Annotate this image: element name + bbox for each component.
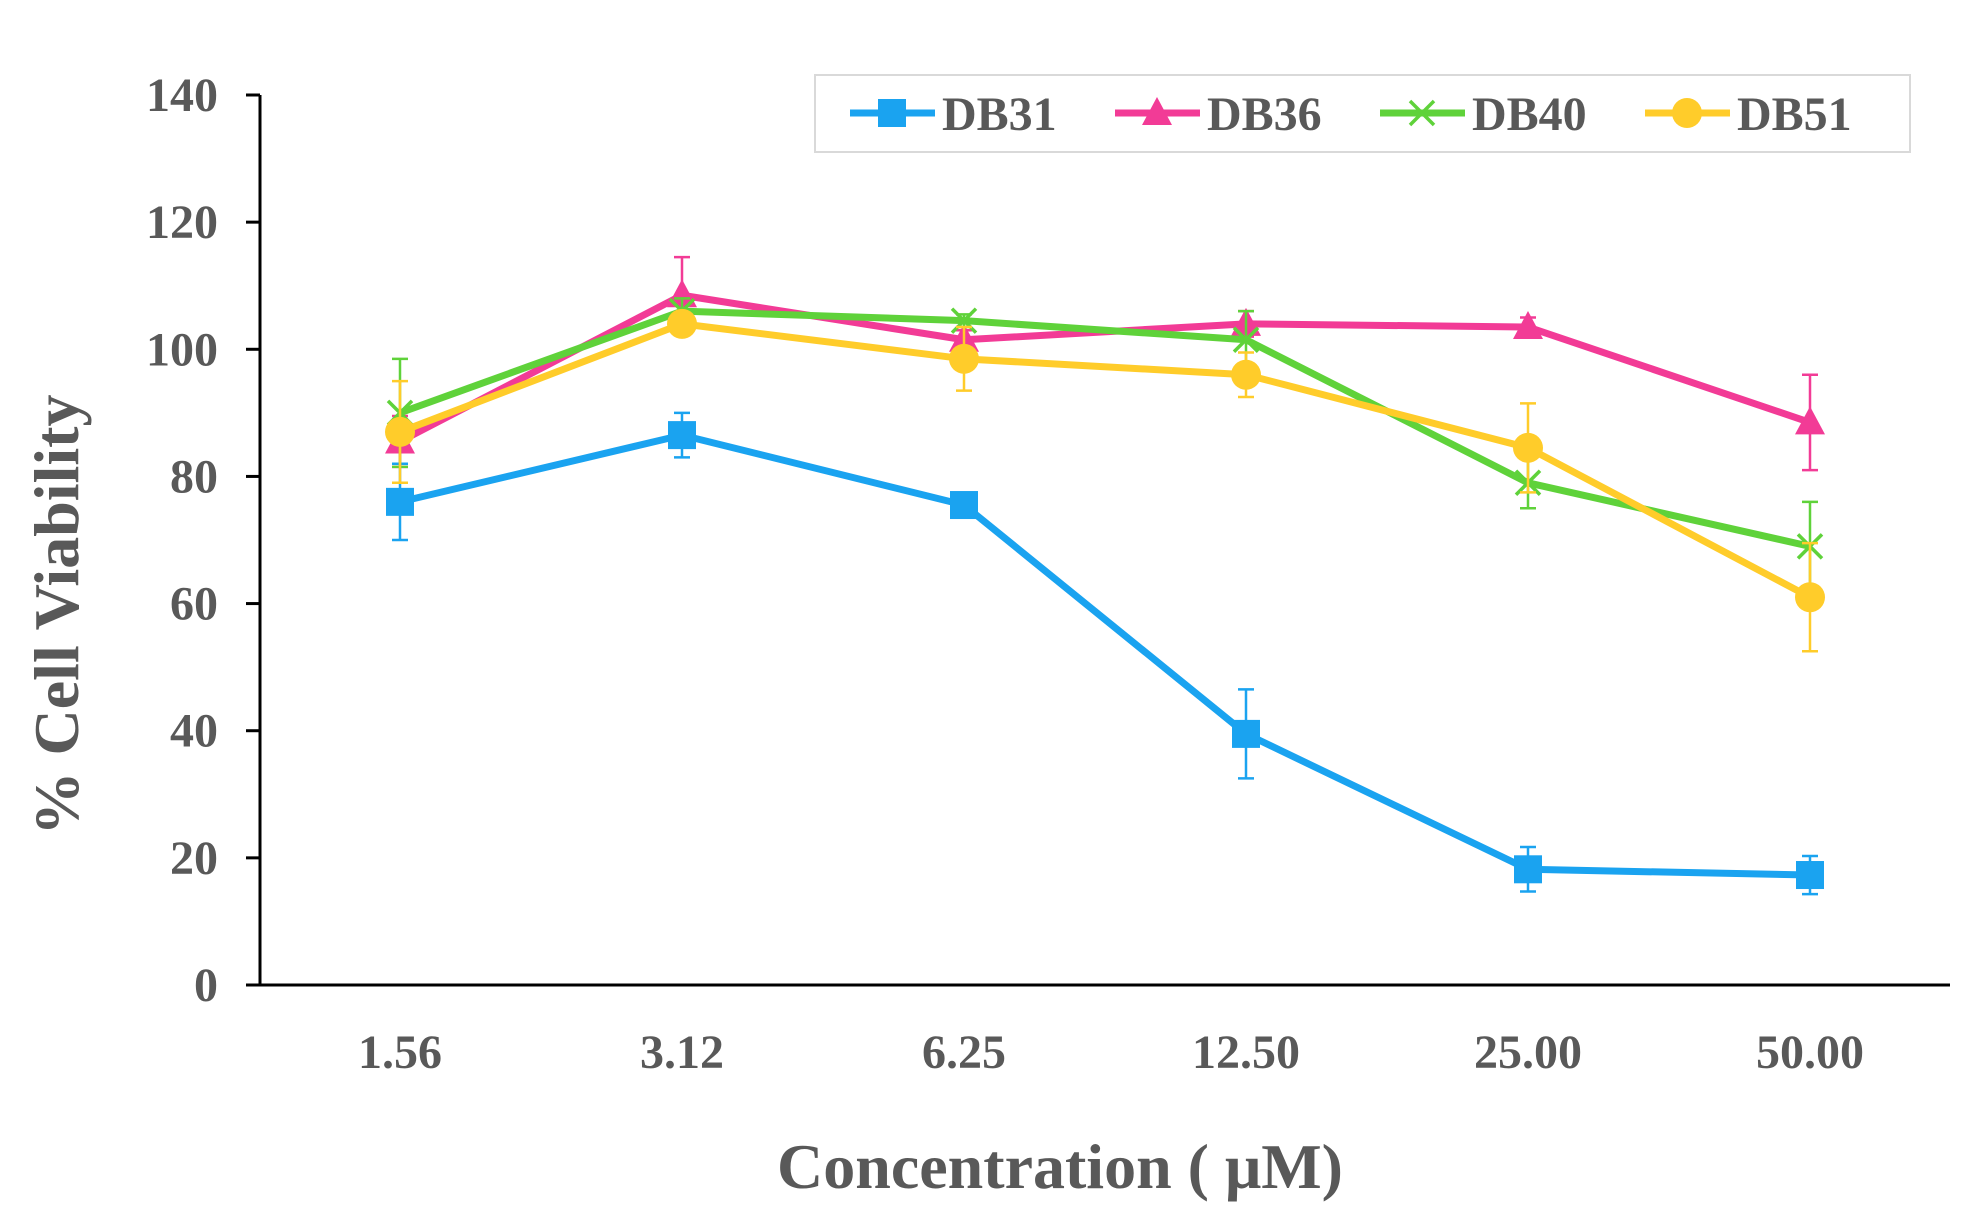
legend-marker-triangle bbox=[1142, 97, 1172, 125]
legend-marker-x bbox=[1408, 99, 1436, 127]
series-db31 bbox=[386, 411, 1824, 896]
data-point-triangle bbox=[1513, 311, 1543, 340]
data-point-circle bbox=[949, 343, 979, 374]
data-point-circle bbox=[1513, 432, 1543, 463]
data-point-x bbox=[950, 307, 978, 334]
data-point-x bbox=[1232, 326, 1260, 353]
data-point-circle bbox=[1795, 582, 1825, 613]
legend-marker-circle bbox=[1672, 98, 1702, 128]
data-point-square bbox=[1796, 861, 1824, 890]
data-point-triangle bbox=[667, 279, 697, 308]
x-tick-label: 6.25 bbox=[922, 1026, 1006, 1079]
y-tick-label: 40 bbox=[170, 705, 218, 758]
data-point-square bbox=[386, 487, 414, 516]
legend-item-db51: DB51 bbox=[1645, 88, 1852, 141]
data-point-square bbox=[1514, 855, 1542, 884]
y-axis-ticks: 0 20 40 60 80 100 120 140 bbox=[146, 69, 260, 1012]
legend-label: DB31 bbox=[942, 88, 1057, 141]
series-db51 bbox=[385, 308, 1825, 653]
series-line bbox=[398, 320, 1812, 601]
x-tick-label: 12.50 bbox=[1192, 1026, 1300, 1079]
data-point-square bbox=[950, 491, 978, 520]
data-point-square bbox=[668, 421, 696, 450]
y-axis-title: % Cell Viability bbox=[21, 395, 92, 836]
legend-item-db40: DB40 bbox=[1380, 88, 1587, 141]
x-tick-label: 3.12 bbox=[640, 1026, 724, 1079]
legend-label: DB51 bbox=[1737, 88, 1852, 141]
legend: DB31 DB36 DB40 DB51 bbox=[814, 74, 1911, 153]
data-point-square bbox=[1232, 719, 1260, 748]
x-axis-ticks: 1.56 3.12 6.25 12.50 25.00 50.00 bbox=[358, 1026, 1864, 1079]
legend-item-db31: DB31 bbox=[850, 88, 1057, 141]
y-tick-label: 60 bbox=[170, 578, 218, 631]
y-tick-label: 140 bbox=[146, 69, 218, 122]
series-line bbox=[398, 307, 1811, 550]
x-tick-label: 1.56 bbox=[358, 1026, 442, 1079]
series-line bbox=[399, 431, 1811, 879]
y-tick-label: 100 bbox=[146, 323, 218, 376]
legend-item-db36: DB36 bbox=[1115, 88, 1322, 141]
data-point-circle bbox=[667, 308, 697, 339]
series-layer bbox=[385, 255, 1825, 896]
data-point-circle bbox=[1231, 359, 1261, 390]
data-point-circle bbox=[385, 416, 415, 447]
x-axis-title: Concentration ( μM) bbox=[777, 1131, 1343, 1202]
x-tick-label: 25.00 bbox=[1474, 1026, 1582, 1079]
legend-marker-square bbox=[878, 99, 906, 127]
x-tick-label: 50.00 bbox=[1756, 1026, 1864, 1079]
legend-label: DB36 bbox=[1207, 88, 1322, 141]
y-tick-label: 20 bbox=[170, 832, 218, 885]
y-tick-label: 0 bbox=[194, 959, 218, 1012]
y-tick-label: 120 bbox=[146, 196, 218, 249]
data-point-triangle bbox=[1795, 406, 1825, 435]
y-tick-label: 80 bbox=[170, 450, 218, 503]
legend-label: DB40 bbox=[1472, 88, 1587, 141]
